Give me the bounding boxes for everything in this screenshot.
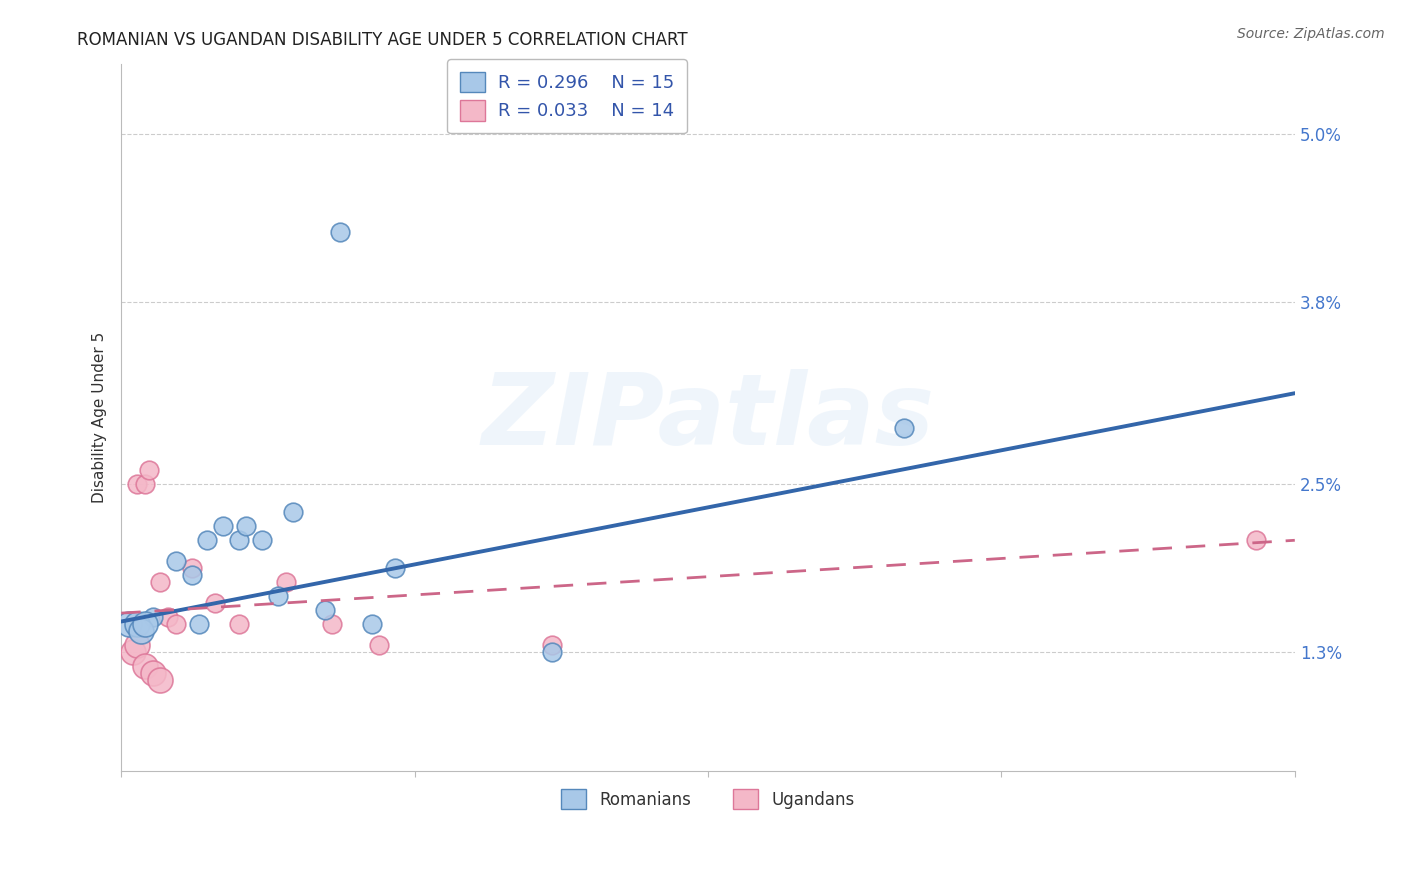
Point [134,477,156,491]
Text: Source: ZipAtlas.com: Source: ZipAtlas.com [1237,27,1385,41]
Point [141,666,163,681]
Point [250,533,273,548]
Point [125,638,148,652]
Point [134,659,156,673]
Point [134,617,156,632]
Point [149,673,172,688]
Point [165,554,187,568]
Point [165,617,187,632]
Point [893,421,915,435]
Point [180,561,202,575]
Legend: Romanians, Ugandans: Romanians, Ugandans [554,782,862,816]
Point [267,589,290,603]
Point [1244,533,1267,548]
Point [314,603,336,617]
Point [360,617,382,632]
Point [329,225,352,239]
Point [188,617,211,632]
Point [138,463,160,477]
Point [125,617,148,632]
Point [228,617,250,632]
Point [125,477,148,491]
Point [540,645,562,659]
Point [384,561,406,575]
Point [141,610,163,624]
Text: ROMANIAN VS UGANDAN DISABILITY AGE UNDER 5 CORRELATION CHART: ROMANIAN VS UGANDAN DISABILITY AGE UNDER… [77,31,688,49]
Point [204,596,226,610]
Point [321,617,343,632]
Point [195,533,218,548]
Point [129,624,152,639]
Point [122,645,145,659]
Point [540,638,562,652]
Point [274,575,297,590]
Point [368,638,391,652]
Point [228,533,250,548]
Point [235,519,257,533]
Point [118,617,141,632]
Point [157,610,180,624]
Point [180,568,202,582]
Point [212,519,235,533]
Point [149,575,172,590]
Y-axis label: Disability Age Under 5: Disability Age Under 5 [93,332,107,503]
Text: ZIPatlas: ZIPatlas [481,369,935,467]
Point [283,505,305,519]
